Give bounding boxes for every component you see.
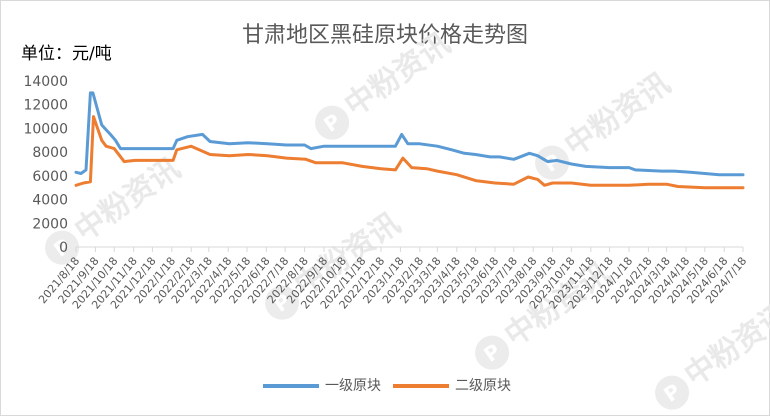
series-line-2 xyxy=(74,115,745,190)
y-tick-label: 8000 xyxy=(32,145,68,161)
price-line-chart: 020004000600080001000012000140002021/8/1… xyxy=(23,74,749,312)
legend-label-grade2: 二级原块 xyxy=(455,378,511,394)
series-line-1 xyxy=(74,91,745,177)
unit-label: 单位：元/吨 xyxy=(21,44,112,64)
legend-label-grade1: 一级原块 xyxy=(325,378,381,394)
y-tick-label: 12000 xyxy=(23,98,68,114)
y-tick-label: 10000 xyxy=(23,121,68,137)
y-tick-label: 6000 xyxy=(32,169,68,185)
chart-legend: 一级原块 二级原块 xyxy=(1,375,769,395)
y-tick-label: 14000 xyxy=(23,74,68,90)
chart-title: 甘肃地区黑硅原块价格走势图 xyxy=(241,23,528,48)
y-tick-label: 2000 xyxy=(32,216,68,232)
legend-swatch-grade2 xyxy=(393,384,449,388)
y-tick-label: 0 xyxy=(59,240,68,256)
y-tick-label: 4000 xyxy=(32,193,68,209)
legend-swatch-grade1 xyxy=(263,384,319,388)
